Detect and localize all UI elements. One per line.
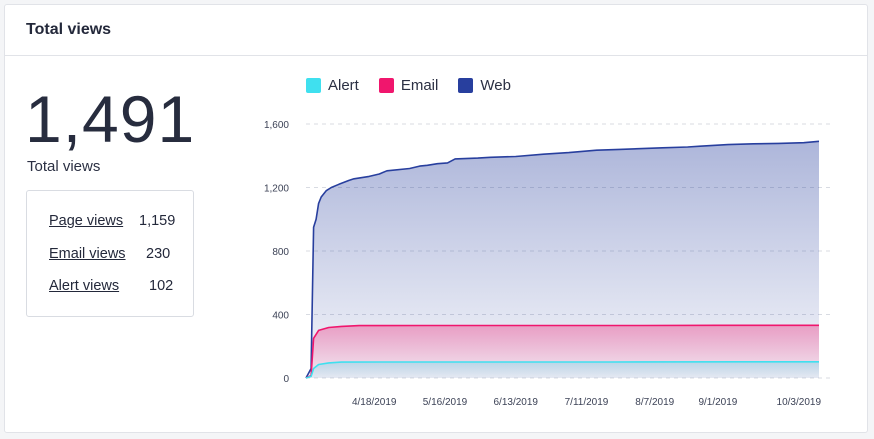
y-tick-label: 1,600: [264, 120, 289, 131]
legend-item-alert[interactable]: Alert: [306, 77, 359, 94]
card-title: Total views: [26, 21, 112, 38]
alert-views-value: 102: [149, 278, 174, 294]
x-tick-label: 9/1/2019: [698, 397, 737, 408]
page-views-link[interactable]: Page views: [49, 213, 124, 229]
line-web: [305, 140, 820, 379]
email-views-row: Email views 230: [49, 246, 170, 262]
x-tick-label: 10/3/2019: [777, 397, 822, 408]
x-tick-label: 7/11/2019: [565, 397, 609, 408]
web-swatch: [458, 78, 474, 93]
alert-views-row: Alert views 102: [49, 278, 173, 294]
legend-label-alert: Alert: [328, 77, 359, 94]
x-tick-label: 5/16/2019: [423, 397, 468, 408]
total-views-label: Total views: [27, 158, 101, 175]
x-tick-label: 6/13/2019: [493, 397, 538, 408]
card-header: Total views: [5, 5, 867, 56]
page-views-row: Page views 1,159: [49, 213, 175, 229]
area-web: [306, 141, 819, 378]
line-alert: [305, 361, 819, 379]
legend-item-web[interactable]: Web: [458, 77, 511, 94]
line-email: [305, 324, 819, 379]
alert-views-link[interactable]: Alert views: [49, 278, 120, 294]
y-tick-label: 800: [272, 247, 289, 258]
chart-legend: Alert Email Web: [306, 77, 511, 94]
page-views-value: 1,159: [139, 213, 176, 229]
area-alert: [306, 361, 819, 378]
email-views-link[interactable]: Email views: [49, 246, 126, 262]
legend-item-email[interactable]: Email: [378, 77, 439, 94]
email-views-value: 230: [146, 246, 171, 262]
email-swatch: [378, 78, 394, 93]
views-breakdown: Page views 1,159 Email views 230 Alert v…: [26, 190, 194, 317]
x-tick-label: 4/18/2019: [352, 397, 397, 408]
y-tick-label: 0: [283, 374, 289, 385]
legend-label-web: Web: [480, 77, 511, 94]
alert-swatch: [306, 78, 321, 93]
y-tick-label: 400: [272, 311, 289, 322]
total-views-number: 1,491: [25, 82, 196, 156]
legend-label-email: Email: [400, 77, 439, 94]
x-tick-label: 8/7/2019: [635, 397, 674, 408]
y-tick-label: 1,200: [264, 184, 289, 195]
